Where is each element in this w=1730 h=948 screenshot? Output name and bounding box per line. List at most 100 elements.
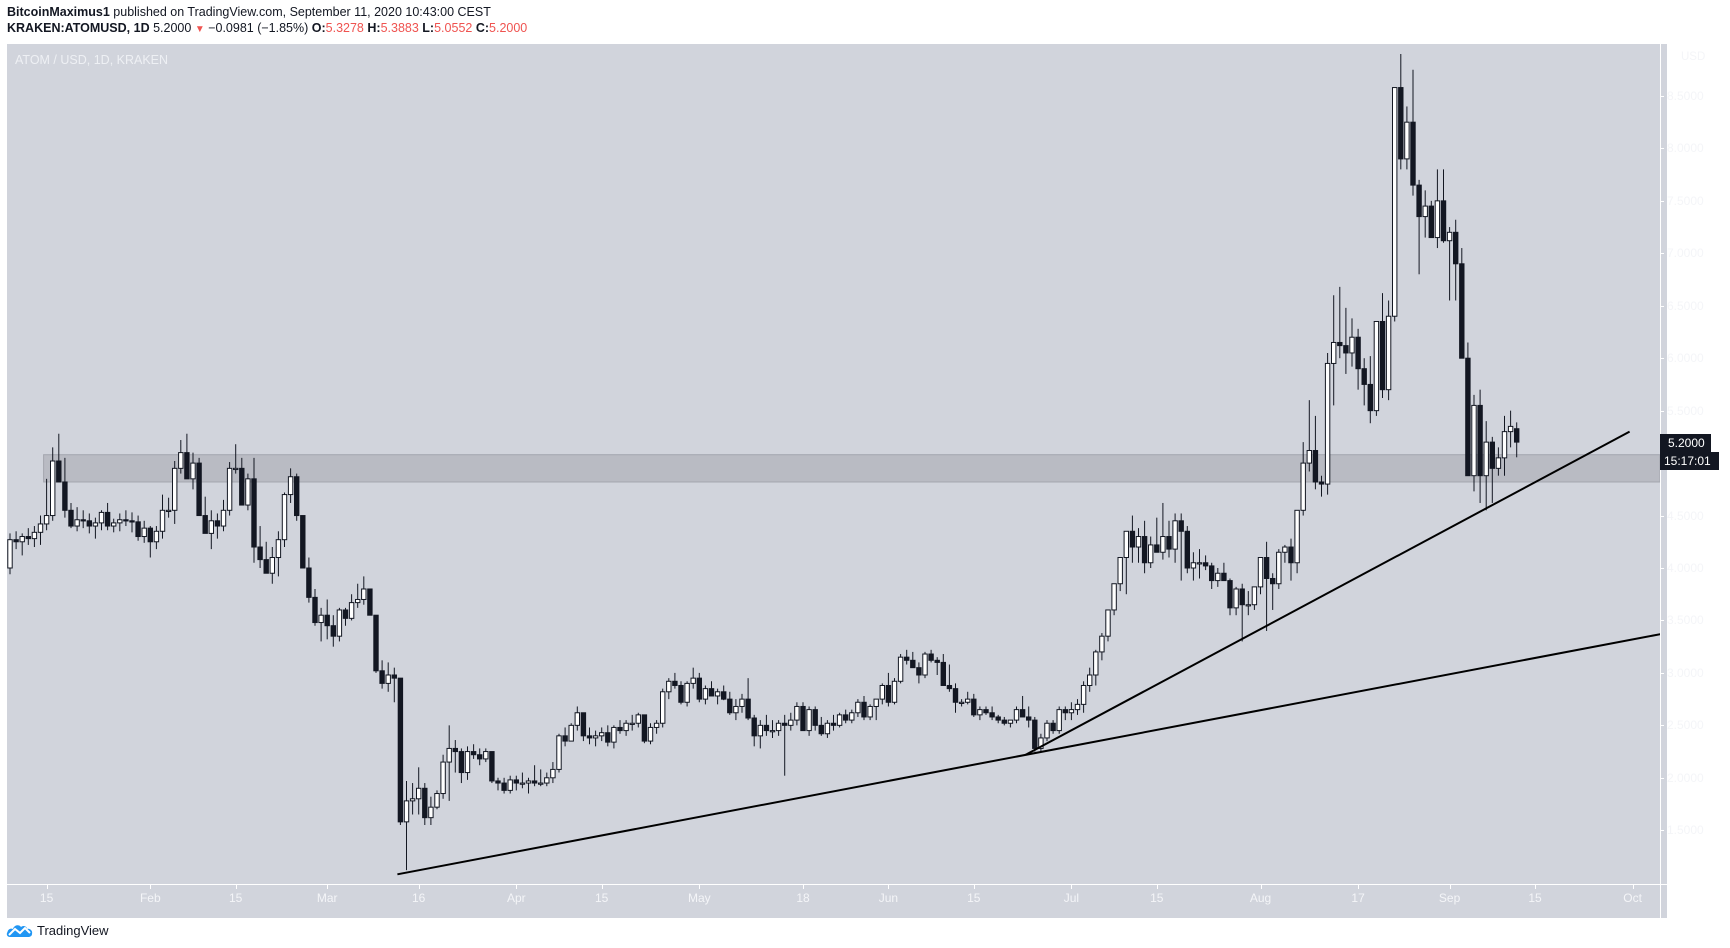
candle-body bbox=[1349, 336, 1355, 354]
candle-body bbox=[501, 782, 507, 791]
down-arrow-icon: ▼ bbox=[194, 24, 205, 35]
candle-body bbox=[1312, 450, 1319, 483]
candle-body bbox=[885, 684, 892, 703]
chart-title: ATOM / USD, 1D, KRAKEN bbox=[15, 53, 169, 67]
candle-body bbox=[751, 717, 757, 737]
candle-body bbox=[56, 460, 62, 483]
candle-body bbox=[373, 614, 379, 672]
candle-body bbox=[1044, 722, 1050, 739]
candle-body bbox=[940, 661, 946, 686]
candle-body bbox=[1032, 719, 1038, 749]
time-tick-mark bbox=[1535, 885, 1536, 889]
candle-body bbox=[769, 730, 776, 733]
candle-body bbox=[7, 539, 13, 569]
time-tick-mark bbox=[1358, 885, 1360, 889]
candle-body bbox=[37, 523, 44, 533]
candle-body bbox=[775, 722, 782, 732]
price-tick-mark bbox=[1660, 725, 1664, 727]
candle-body bbox=[507, 779, 513, 791]
price-tick-mark bbox=[1660, 410, 1664, 412]
candle-body bbox=[910, 659, 916, 669]
candle-body bbox=[281, 494, 288, 541]
candle-body bbox=[544, 777, 550, 784]
candle-body bbox=[1172, 520, 1178, 550]
candle-body bbox=[318, 614, 324, 624]
candle-body bbox=[1160, 536, 1166, 553]
candle-body bbox=[867, 705, 873, 718]
candle-body bbox=[983, 709, 989, 714]
candle-body bbox=[31, 531, 38, 540]
candle-body bbox=[1355, 336, 1361, 370]
candle-body bbox=[1013, 709, 1020, 721]
candle-body bbox=[952, 688, 959, 703]
candle-body bbox=[98, 511, 105, 524]
trendline[interactable] bbox=[397, 633, 1660, 876]
candle-body bbox=[13, 539, 19, 543]
time-tick-mark bbox=[973, 885, 975, 889]
candle-body bbox=[635, 714, 641, 724]
candle-body bbox=[1056, 709, 1062, 732]
candle-body bbox=[1306, 450, 1312, 464]
price-tick-label: 6.0000 bbox=[1667, 351, 1704, 366]
price-tick-label: 8.5000 bbox=[1667, 88, 1704, 103]
time-tick-label: 15 bbox=[967, 891, 981, 905]
candle-body bbox=[1251, 586, 1258, 606]
price-tick-label: 7.0000 bbox=[1667, 246, 1704, 261]
price-tick-label: 7.5000 bbox=[1667, 193, 1704, 208]
candle-body bbox=[25, 536, 32, 540]
price-tick-label: 2.5000 bbox=[1667, 718, 1704, 733]
candle-body bbox=[666, 680, 672, 693]
candle-body bbox=[1337, 341, 1343, 347]
candle-body bbox=[477, 754, 483, 760]
candle-body bbox=[287, 476, 294, 496]
candle-body bbox=[800, 705, 806, 732]
time-axis[interactable] bbox=[7, 884, 1667, 885]
candle-body bbox=[745, 698, 751, 719]
candle-body bbox=[891, 680, 898, 703]
candle-body bbox=[446, 747, 452, 763]
candlestick-plot[interactable] bbox=[7, 44, 1660, 882]
candle-body bbox=[782, 722, 788, 726]
time-tick-label: 15 bbox=[229, 891, 243, 905]
candle-body bbox=[1331, 341, 1337, 364]
candle-body bbox=[946, 684, 953, 690]
time-tick-label: 15 bbox=[595, 891, 609, 905]
candle-body bbox=[1300, 462, 1306, 511]
candle-body bbox=[141, 527, 147, 538]
candle-body bbox=[1135, 536, 1142, 548]
candle-body bbox=[208, 520, 215, 534]
resistance-zone[interactable] bbox=[43, 454, 1660, 483]
candle-body bbox=[513, 779, 520, 784]
candle-body bbox=[580, 712, 587, 737]
price-tick-label: 8.0000 bbox=[1667, 141, 1704, 156]
candle-body bbox=[727, 698, 733, 714]
candle-body bbox=[1202, 562, 1209, 567]
candle-body bbox=[1367, 383, 1373, 412]
candle-body bbox=[312, 596, 318, 624]
last-price: 5.2000 bbox=[153, 21, 192, 35]
candle-body bbox=[330, 625, 337, 637]
price-axis[interactable] bbox=[1660, 44, 1661, 918]
time-tick-mark bbox=[327, 885, 329, 889]
candle-body bbox=[196, 462, 202, 517]
time-tick-label: 18 bbox=[796, 891, 810, 905]
candle-body bbox=[623, 722, 629, 732]
candle-body bbox=[1105, 609, 1111, 637]
candle-body bbox=[1392, 87, 1398, 317]
time-tick-mark bbox=[1260, 885, 1262, 889]
candle-body bbox=[1465, 357, 1471, 477]
candle-body bbox=[1489, 441, 1495, 469]
candle-body bbox=[934, 659, 940, 663]
candle-body bbox=[1190, 562, 1197, 569]
candle-body bbox=[1007, 719, 1014, 724]
price-tick-mark bbox=[1660, 777, 1664, 779]
candle-body bbox=[971, 698, 977, 716]
candle-body bbox=[1404, 121, 1410, 160]
candle-body bbox=[1263, 557, 1270, 579]
candle-body bbox=[1483, 441, 1489, 477]
trendline[interactable] bbox=[1025, 430, 1631, 756]
author-name[interactable]: BitcoinMaximus1 bbox=[7, 5, 110, 19]
tradingview-logo[interactable]: TradingView bbox=[6, 920, 109, 940]
time-tick-label: Oct bbox=[1623, 891, 1642, 905]
candle-body bbox=[1507, 425, 1514, 433]
